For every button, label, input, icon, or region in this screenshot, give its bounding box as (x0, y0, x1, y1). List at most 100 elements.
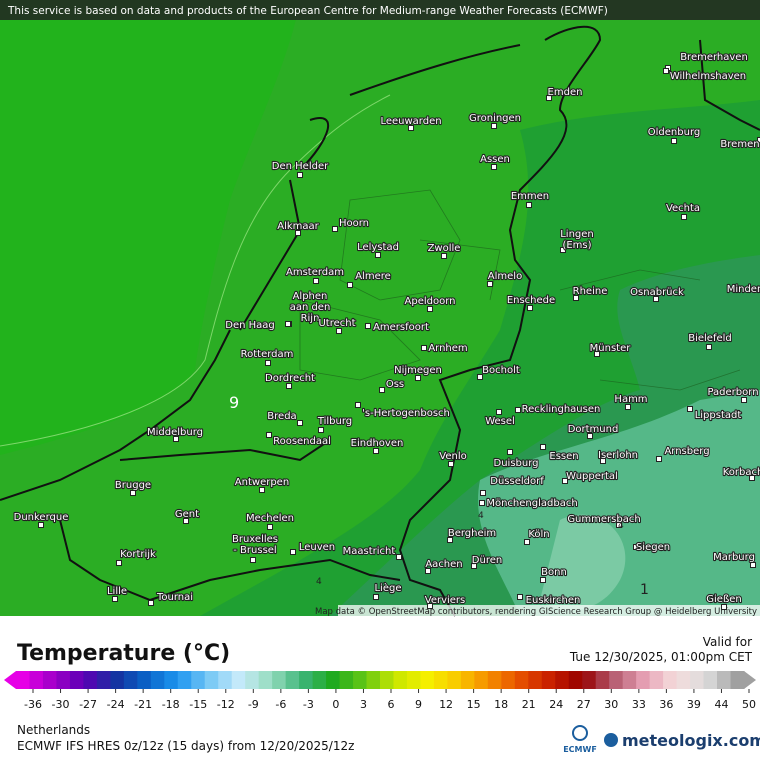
city-marker (427, 306, 433, 312)
colorbar-tick-label: -3 (303, 698, 314, 711)
city-marker (441, 253, 447, 259)
colorbar-segment (218, 671, 233, 689)
city-marker (653, 296, 659, 302)
city-marker (517, 594, 523, 600)
header-bar (0, 0, 760, 20)
city-label-line: Rijn (301, 313, 320, 324)
city-label: Almere (355, 271, 391, 282)
colorbar-segment (609, 671, 624, 689)
city-marker (259, 487, 265, 493)
city-marker (527, 305, 533, 311)
city-marker (540, 577, 546, 583)
valid-time: Tue 12/30/2025, 01:00pm CET (569, 650, 753, 664)
city-marker (479, 500, 485, 506)
city-label: Tilburg (317, 416, 352, 427)
city-label: Aachen (425, 559, 462, 570)
city-marker (524, 539, 530, 545)
city-marker (750, 562, 756, 568)
city-marker (477, 374, 483, 380)
city-marker (594, 351, 600, 357)
colorbar-tick-label: 3 (360, 698, 367, 711)
colorbar-segment (393, 671, 408, 689)
city-marker (421, 345, 427, 351)
city-marker (757, 137, 760, 143)
city-label: Groningen (469, 113, 521, 124)
city-label: Vechta (666, 203, 700, 214)
city-marker (313, 278, 319, 284)
city-marker (687, 406, 693, 412)
city-label: Emmen (511, 191, 549, 202)
city-label: Recklinghausen (522, 404, 601, 415)
colorbar-tick-label: -18 (162, 698, 180, 711)
colorbar-segment (447, 671, 462, 689)
city-marker (373, 594, 379, 600)
city-marker (573, 295, 579, 301)
contour-label: 9 (229, 393, 239, 412)
colorbar-segment (730, 671, 745, 689)
city-label: Hoorn (339, 218, 369, 229)
city-label: Alphen aan den Rijn (290, 291, 331, 324)
brand-icon (604, 733, 618, 747)
city-label: Lippstadt (695, 410, 742, 421)
colorbar-tick-label: 33 (632, 698, 646, 711)
city-marker (38, 522, 44, 528)
colorbar-tick-label: 24 (549, 698, 563, 711)
attribution-bg (338, 605, 760, 616)
cities: Bremerhaven Wilhelmshaven Emden Leeuwarden G… (13, 51, 760, 610)
city-label: Iserlohn (598, 450, 638, 461)
city-marker (663, 68, 669, 74)
city-marker (491, 164, 497, 170)
city-label: Osnabrück (630, 287, 684, 298)
city-label: Liège (374, 582, 401, 594)
city-marker (408, 125, 414, 131)
colorbar-tick-label: -6 (275, 698, 286, 711)
city-marker (365, 323, 371, 329)
contour-label: 4 (478, 511, 484, 521)
city-label: Antwerpen (235, 477, 289, 488)
city-label: Oss (386, 379, 404, 390)
city-label: Den Haag (225, 320, 275, 331)
contour-label: 1 (640, 582, 649, 598)
city-label-line: - Brussel (233, 545, 276, 556)
colorbar-arrow (744, 671, 756, 689)
city-marker (496, 409, 502, 415)
colorbar-segment (474, 671, 489, 689)
city-marker (285, 321, 291, 327)
colorbar-tick-label: 6 (388, 698, 395, 711)
city-label: 's-Hertogenbosch (362, 408, 450, 419)
city-label-line: aan den (290, 302, 331, 313)
city-label: Dunkerque (14, 512, 69, 523)
colorbar-segment (487, 671, 502, 689)
city-label: Siegen (636, 542, 670, 553)
city-label: Amersfoort (373, 322, 429, 333)
city-label: Hamm (614, 394, 647, 405)
colorbar-tick-label: -30 (52, 698, 70, 711)
colorbar-segment (272, 671, 287, 689)
city-label: Kortrijk (120, 549, 156, 560)
colorbar-tick-label: 27 (577, 698, 591, 711)
city-label: Tournai (156, 592, 193, 603)
colorbar-tick-label: 15 (467, 698, 481, 711)
city-marker (633, 544, 639, 550)
colorbar-tick-label: -12 (217, 698, 235, 711)
colorbar-segment (231, 671, 246, 689)
city-marker (250, 557, 256, 563)
city-label: Leuven (299, 542, 335, 553)
contour-label: 4 (316, 577, 322, 587)
city-marker (562, 478, 568, 484)
city-label: Essen (549, 451, 578, 462)
colorbar-segment (433, 671, 448, 689)
city-marker (290, 549, 296, 555)
colorbar-segment (245, 671, 260, 689)
colorbar-segment (501, 671, 516, 689)
colorbar-segment (42, 671, 57, 689)
colorbar-tick-label: -9 (248, 698, 259, 711)
city-label: Alkmaar (277, 221, 319, 232)
colorbar-tick-label: 30 (604, 698, 618, 711)
colorbar-segment (177, 671, 192, 689)
city-marker (130, 490, 136, 496)
city-label: Brugge (115, 480, 151, 491)
colorbar-segment (110, 671, 125, 689)
colorbar-tick-label: 36 (659, 698, 673, 711)
